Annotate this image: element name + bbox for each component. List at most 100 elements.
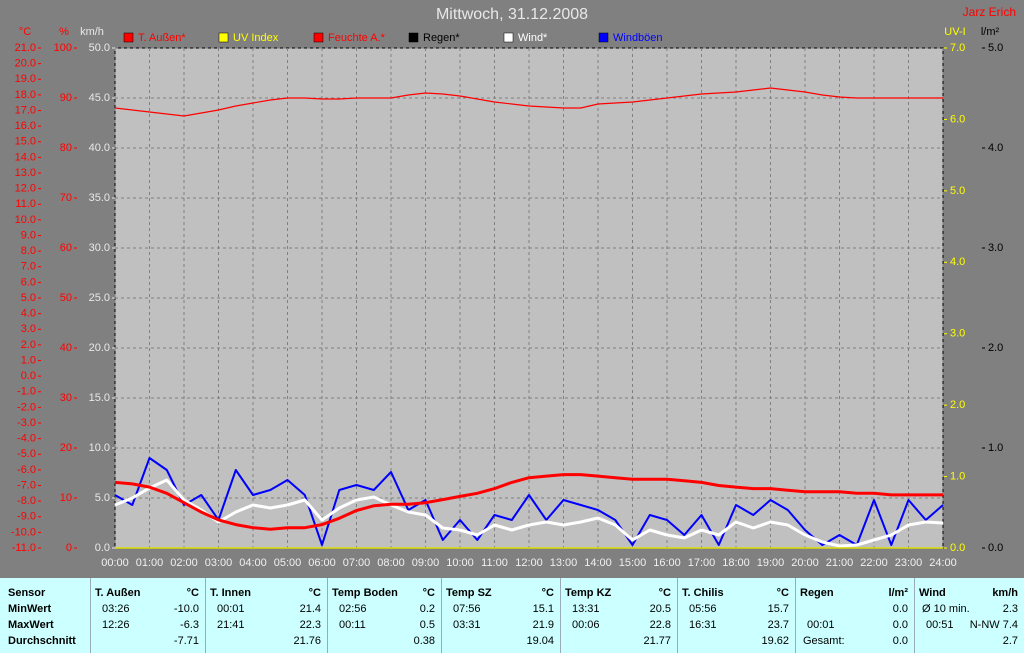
group-unit: °C — [308, 587, 321, 599]
legend-label: Wind* — [518, 32, 548, 44]
cell-value: 2.3 — [1002, 603, 1018, 615]
column-separator — [90, 578, 91, 653]
cell-value: 0.5 — [419, 619, 435, 631]
y-tick-label: 0 — [66, 542, 72, 554]
x-tick-label: 01:00 — [136, 557, 164, 569]
column-separator — [560, 578, 561, 653]
x-tick-label: 12:00 — [515, 557, 543, 569]
y-tick-label: 1.0 — [950, 470, 965, 482]
y-tick-label: 19.0 — [15, 73, 36, 85]
cell-time: 05:56 — [689, 603, 717, 615]
y-tick-label: 20.0 — [89, 342, 110, 354]
y-tick-label: 13.0 — [15, 167, 36, 179]
y-tick-label: 6.0 — [950, 113, 965, 125]
y-tick-label: 0.0 — [21, 370, 36, 382]
series-line — [114, 473, 943, 531]
y-tick-label: 4.0 — [21, 308, 36, 320]
y-tick-label: -10.0 — [11, 526, 36, 538]
x-tick-label: 24:00 — [929, 557, 957, 569]
cell-value: 15.1 — [532, 603, 554, 615]
y-tick-label: 5.0 — [950, 185, 965, 197]
cell-time: 00:01 — [807, 619, 835, 631]
cell-time: 02:56 — [339, 603, 367, 615]
y-tick-label: -1.0 — [17, 386, 36, 398]
legend-swatch — [408, 32, 419, 43]
x-tick-label: 13:00 — [550, 557, 578, 569]
y-tick-label: -9.0 — [17, 511, 36, 523]
y-tick-label: 7.0 — [21, 261, 36, 273]
group-name: Temp KZ — [565, 587, 612, 599]
x-tick-label: 05:00 — [274, 557, 302, 569]
y-tick-label: -6.0 — [17, 464, 36, 476]
series-line — [114, 478, 944, 548]
column-separator — [677, 578, 678, 653]
cell-value: 23.7 — [767, 619, 789, 631]
column-separator — [795, 578, 796, 653]
y-tick-label: 4.0 — [950, 256, 965, 268]
author: Jarz Erich — [963, 5, 1016, 19]
y-tick-label: 20 — [60, 442, 72, 454]
group-name: T. Innen — [210, 587, 251, 599]
cell-time: 21:41 — [217, 619, 245, 631]
cell-value: -6.3 — [180, 619, 199, 631]
y-tick-label: 30 — [60, 392, 72, 404]
axis-unit: % — [59, 26, 69, 38]
group-name: Regen — [800, 587, 834, 599]
cell-time: 00:01 — [217, 603, 245, 615]
cell-value: 2.7 — [1002, 635, 1018, 647]
y-tick-label: 16.0 — [15, 120, 36, 132]
x-tick-label: 22:00 — [860, 557, 888, 569]
y-tick-label: 5.0 — [95, 492, 110, 504]
x-tick-label: 09:00 — [412, 557, 440, 569]
cell-value: -7.71 — [173, 635, 199, 647]
y-tick-label: 18.0 — [15, 89, 36, 101]
chart-title: Mittwoch, 31.12.2008 — [436, 6, 588, 23]
legend-label: UV Index — [233, 32, 279, 44]
x-tick-label: 08:00 — [377, 557, 405, 569]
cell-value: N-NW 7.4 — [969, 619, 1018, 631]
legend-label: T. Außen* — [138, 32, 186, 44]
legend-label: Feuchte A.* — [328, 32, 386, 44]
y-tick-label: -11.0 — [12, 542, 36, 554]
legend-swatch — [503, 32, 514, 43]
y-tick-label: 2.0 — [950, 399, 965, 411]
legend-swatch — [313, 32, 324, 43]
legend-swatch — [598, 32, 609, 43]
cell-time: 00:11 — [339, 619, 366, 631]
row-label: MaxWert — [8, 619, 54, 631]
cell-time: 00:51 — [926, 619, 954, 631]
y-tick-label: 25.0 — [89, 292, 110, 304]
cell-value: 19.04 — [526, 635, 554, 647]
stats-table: Sensor MinWert MaxWert Durchschnitt T. Außen… — [0, 578, 1024, 653]
legend-label: Regen* — [423, 32, 460, 44]
cell-value: 0.0 — [892, 603, 908, 615]
y-tick-label: 11.0 — [15, 198, 36, 210]
cell-time: 03:26 — [102, 603, 130, 615]
y-tick-label: -2.0 — [17, 401, 36, 413]
y-tick-label: 10 — [60, 492, 72, 504]
x-tick-label: 21:00 — [826, 557, 854, 569]
axis-unit: UV-I — [944, 26, 965, 38]
x-tick-label: 17:00 — [688, 557, 716, 569]
x-tick-label: 10:00 — [446, 557, 474, 569]
y-tick-label: 2.0 — [21, 339, 36, 351]
group-unit: °C — [776, 587, 789, 599]
y-tick-label: 50 — [60, 292, 72, 304]
y-tick-label: 0.0 — [988, 542, 1003, 554]
column-separator — [205, 578, 206, 653]
cell-value: 21.77 — [643, 635, 671, 647]
cell-time: Gesamt: — [803, 635, 845, 647]
group-name: T. Chilis — [682, 587, 724, 599]
x-tick-label: 20:00 — [791, 557, 819, 569]
cell-time: 16:31 — [689, 619, 717, 631]
cell-value: 22.3 — [299, 619, 321, 631]
y-tick-label: 14.0 — [15, 151, 36, 163]
cell-value: 0.0 — [892, 635, 908, 647]
y-tick-label: 70 — [60, 192, 72, 204]
y-tick-label: 100 — [54, 42, 72, 54]
cell-value: 21.76 — [293, 635, 321, 647]
x-tick-label: 07:00 — [343, 557, 371, 569]
y-tick-label: -4.0 — [17, 433, 36, 445]
y-tick-label: 3.0 — [21, 323, 36, 335]
